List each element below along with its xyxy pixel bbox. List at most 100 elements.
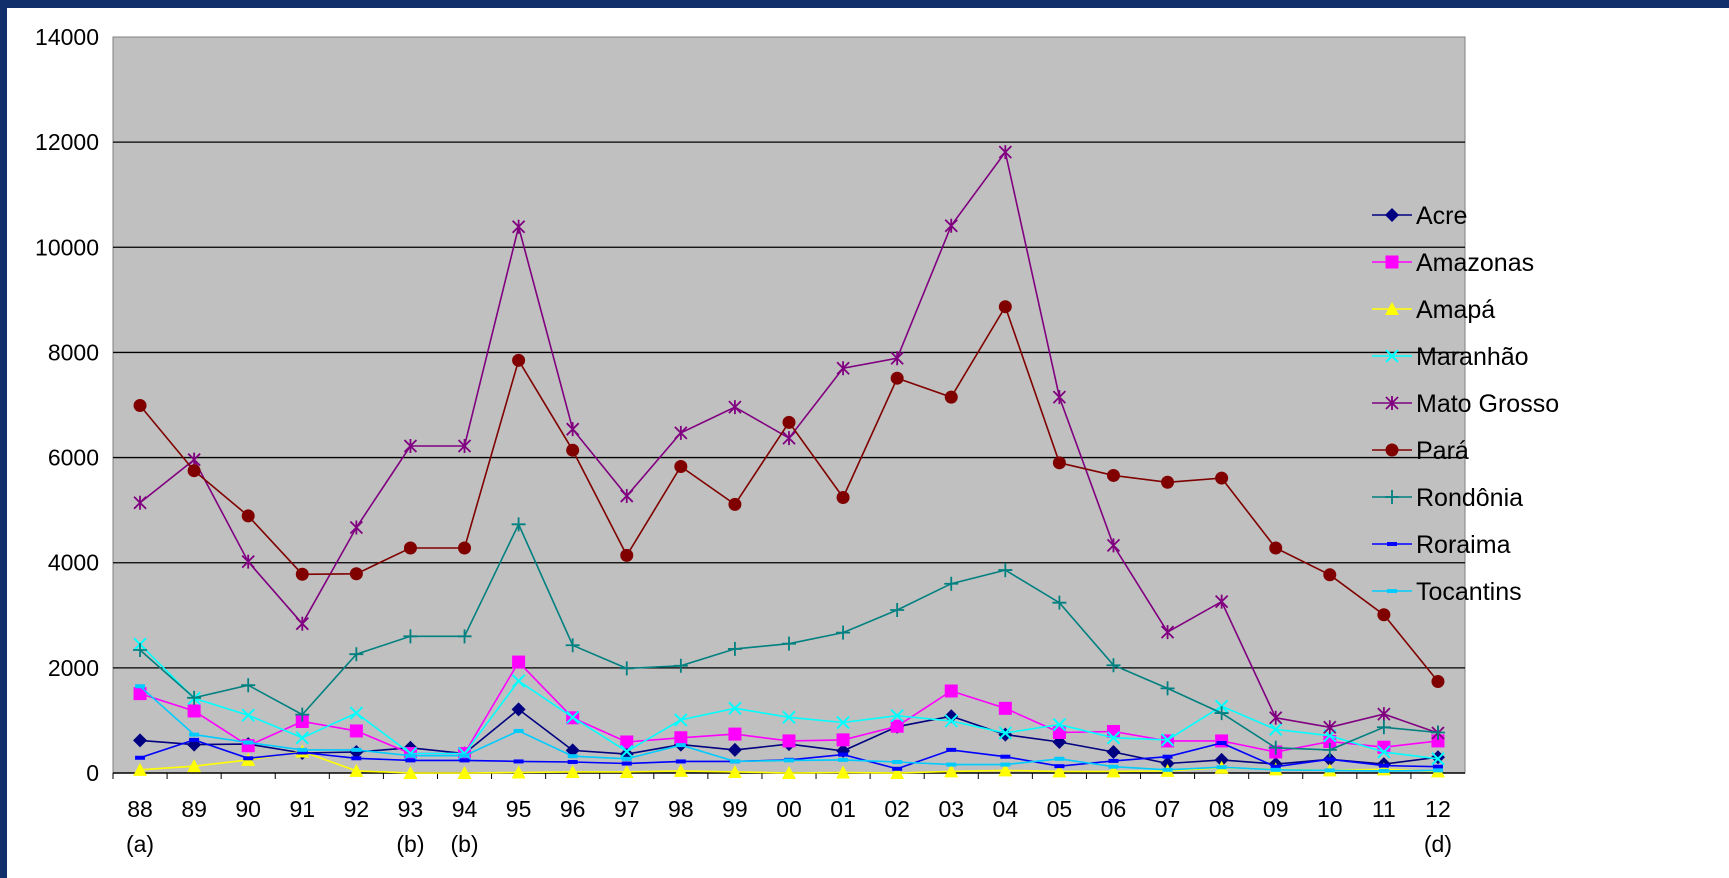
x-tick-label: 07 [1155,796,1181,822]
x-tick-label: 97 [614,796,640,822]
x-tick-label: 06 [1101,796,1127,822]
data-point [836,491,850,505]
legend-item: Amazonas [1372,249,1534,277]
data-point [890,708,904,723]
data-point [295,707,310,722]
data-point [673,658,688,673]
data-point [621,761,632,766]
data-point [241,678,256,693]
data-point [1106,538,1121,553]
data-point [403,439,418,454]
data-point [566,443,580,457]
legend-marker [1385,349,1399,363]
data-point [729,759,740,764]
data-point [1377,707,1391,722]
data-point [944,684,958,698]
data-point [836,733,850,747]
data-point [1052,456,1066,470]
y-tick-label: 4000 [48,550,99,576]
x-tick-label: 94 [452,796,478,822]
legend-item: Roraima [1372,531,1511,559]
data-point [782,415,796,429]
data-point [512,655,526,669]
data-point [457,766,472,779]
data-point [1323,720,1337,735]
data-point [241,554,255,569]
data-point [836,361,850,376]
x-tick-label: 04 [993,796,1019,822]
data-point [241,509,255,523]
data-point [295,616,309,631]
data-point [1162,754,1173,759]
data-point [1161,475,1175,489]
data-point [1106,731,1121,745]
x-tick-label: 09 [1263,796,1289,822]
legend-marker [1385,396,1399,410]
x-tick-label: 01 [830,796,856,822]
y-tick-label: 0 [86,760,99,786]
data-point [351,747,362,752]
x-tick-label: 95 [506,796,532,822]
legend-label: Roraima [1416,531,1511,559]
x-tick-label: 11 [1372,796,1396,822]
legend-label: Tocantins [1416,578,1522,606]
data-point [998,727,1013,742]
data-point [403,766,418,779]
data-point [241,708,255,722]
data-point [944,218,958,233]
data-point [675,743,686,748]
data-point [1430,750,1445,765]
data-point [1269,541,1283,555]
data-point [349,706,364,720]
data-point [457,439,472,454]
data-point [1160,681,1175,696]
data-point [135,755,146,760]
y-tick-label: 12000 [35,129,99,155]
data-point [1432,764,1443,769]
data-point [1162,767,1173,772]
data-point [349,647,364,662]
data-point [1052,717,1067,732]
data-point [403,629,418,644]
data-point [620,744,634,759]
data-point [243,740,254,745]
data-point [1324,757,1335,762]
data-point [133,733,148,748]
legend-item: Amapá [1372,296,1495,324]
data-point [1216,741,1227,746]
data-point [728,400,742,415]
data-point [133,495,147,510]
data-point [459,753,470,758]
data-point [511,765,526,779]
data-point [133,762,148,776]
data-point [1214,752,1229,767]
data-point [836,715,850,730]
data-point [1216,765,1227,770]
x-tick-note: (d) [1424,831,1452,857]
data-point [189,737,200,742]
x-tick-label: 88 [127,796,153,822]
legend-item: Pará [1372,437,1469,465]
data-point [890,603,905,618]
data-point [1215,594,1229,609]
data-point [946,747,957,752]
data-point [565,638,580,653]
data-point [998,563,1013,578]
x-tick-label: 91 [289,796,315,822]
data-point [1270,764,1281,769]
x-tick-label: 90 [235,796,261,822]
data-point [459,758,470,763]
data-point [1432,768,1443,773]
data-point [403,541,417,555]
x-tick-label: 96 [560,796,586,822]
data-point [1430,725,1445,740]
legend-label: Amapá [1416,296,1495,324]
plot-area [112,36,1466,774]
data-point [1269,722,1283,737]
data-point [1270,767,1281,772]
data-point [297,750,308,755]
series-tocantins [135,684,1443,773]
data-point [890,719,904,733]
data-point [838,752,849,757]
